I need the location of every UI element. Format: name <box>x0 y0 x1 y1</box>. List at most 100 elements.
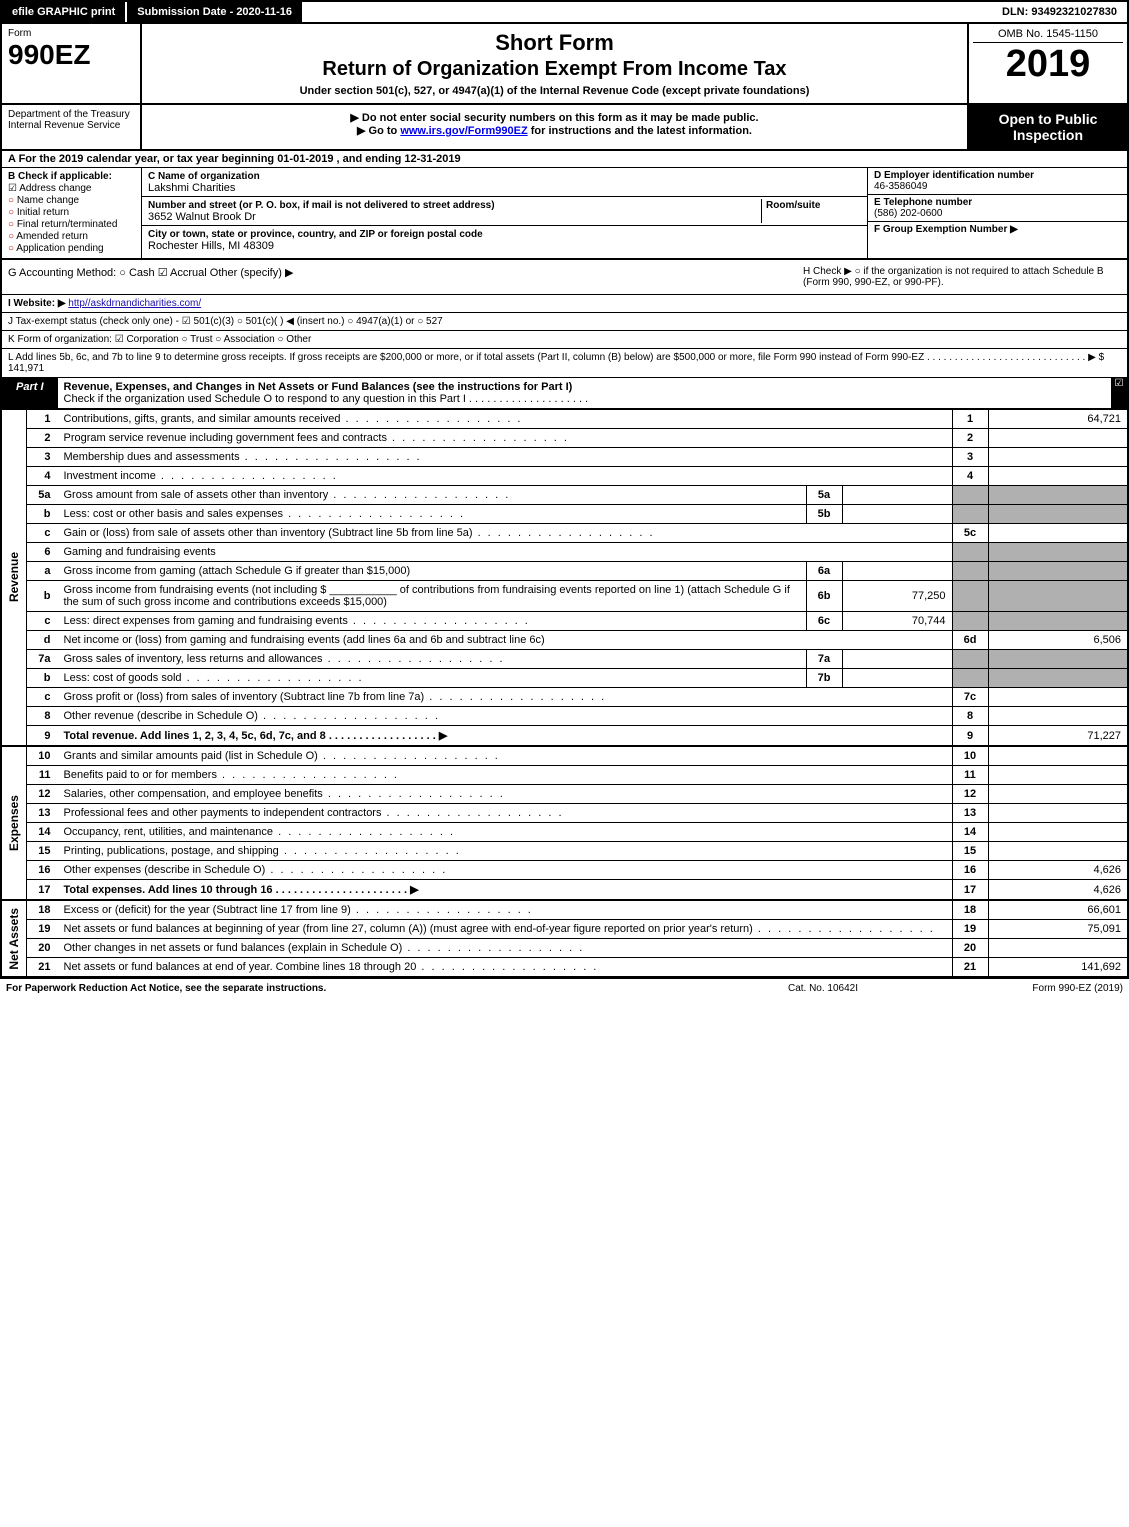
line-num: 9 <box>27 726 59 747</box>
line-20: 20 Other changes in net assets or fund b… <box>1 939 1128 958</box>
city-label: City or town, state or province, country… <box>148 229 483 240</box>
line-ref: 9 <box>952 726 988 747</box>
line-num: 13 <box>27 804 59 823</box>
chk-amended-return[interactable]: Amended return <box>8 231 135 242</box>
line-val: 66,601 <box>988 900 1128 920</box>
sub-ref: 5a <box>806 486 842 505</box>
grey-cell <box>952 505 988 524</box>
line-num: c <box>27 688 59 707</box>
dln-number: DLN: 93492321027830 <box>992 2 1127 22</box>
line-val: 64,721 <box>988 410 1128 429</box>
line-num: c <box>27 524 59 543</box>
part-1-label: Part I <box>2 378 58 408</box>
line-12: 12 Salaries, other compensation, and emp… <box>1 785 1128 804</box>
line-num: 6 <box>27 543 59 562</box>
line-16: 16 Other expenses (describe in Schedule … <box>1 861 1128 880</box>
notices-block: ▶ Do not enter social security numbers o… <box>142 105 967 149</box>
line-ref: 21 <box>952 958 988 978</box>
grey-cell <box>988 486 1128 505</box>
line-desc: Other expenses (describe in Schedule O) <box>59 861 953 880</box>
line-5b: b Less: cost or other basis and sales ex… <box>1 505 1128 524</box>
line-ref: 10 <box>952 746 988 766</box>
line-desc: Less: cost of goods sold <box>59 669 807 688</box>
org-address-cell: Number and street (or P. O. box, if mail… <box>142 197 867 226</box>
chk-initial-return[interactable]: Initial return <box>8 207 135 218</box>
line-5a: 5a Gross amount from sale of assets othe… <box>1 486 1128 505</box>
ein-label: D Employer identification number <box>874 170 1034 181</box>
line-desc: Gross amount from sale of assets other t… <box>59 486 807 505</box>
line-ref: 14 <box>952 823 988 842</box>
line-desc: Excess or (deficit) for the year (Subtra… <box>59 900 953 920</box>
line-desc: Other revenue (describe in Schedule O) <box>59 707 953 726</box>
org-name: Lakshmi Charities <box>148 182 235 194</box>
grey-cell <box>952 612 988 631</box>
part-1-header: Part I Revenue, Expenses, and Changes in… <box>0 378 1129 410</box>
chk-final-return[interactable]: Final return/terminated <box>8 219 135 230</box>
website-link[interactable]: http//askdrnandicharities.com/ <box>68 298 201 309</box>
line-14: 14 Occupancy, rent, utilities, and maint… <box>1 823 1128 842</box>
org-address: 3652 Walnut Brook Dr <box>148 211 256 223</box>
ein-value: 46-3586049 <box>874 181 927 192</box>
line-desc: Gross sales of inventory, less returns a… <box>59 650 807 669</box>
org-city-cell: City or town, state or province, country… <box>142 226 867 254</box>
grey-cell <box>952 562 988 581</box>
info-grid: B Check if applicable: Address change Na… <box>0 168 1129 260</box>
line-val <box>988 707 1128 726</box>
org-name-cell: C Name of organization Lakshmi Charities <box>142 168 867 197</box>
line-ref: 5c <box>952 524 988 543</box>
room-label: Room/suite <box>766 200 820 211</box>
line-ref: 20 <box>952 939 988 958</box>
sub-val <box>842 650 952 669</box>
line-7b: b Less: cost of goods sold 7b <box>1 669 1128 688</box>
row-k-org-form: K Form of organization: ☑ Corporation ○ … <box>0 331 1129 349</box>
grey-cell <box>952 543 988 562</box>
line-ref: 11 <box>952 766 988 785</box>
line-6: 6 Gaming and fundraising events <box>1 543 1128 562</box>
year-block: OMB No. 1545-1150 2019 <box>967 24 1127 103</box>
phone-cell: E Telephone number (586) 202-0600 <box>868 195 1127 222</box>
sub-ref: 5b <box>806 505 842 524</box>
page-footer: For Paperwork Reduction Act Notice, see … <box>0 978 1129 998</box>
line-val: 4,626 <box>988 861 1128 880</box>
line-ref: 6d <box>952 631 988 650</box>
grey-cell <box>988 505 1128 524</box>
notice-2-text: ▶ Go to <box>357 125 400 137</box>
netassets-side-label: Net Assets <box>1 900 27 977</box>
line-ref: 15 <box>952 842 988 861</box>
short-form-label: Short Form <box>148 30 961 56</box>
line-val <box>988 766 1128 785</box>
line-6d: d Net income or (loss) from gaming and f… <box>1 631 1128 650</box>
line-val <box>988 524 1128 543</box>
part-1-subtitle: Check if the organization used Schedule … <box>64 393 589 405</box>
line-desc: Net income or (loss) from gaming and fun… <box>59 631 953 650</box>
chk-name-change[interactable]: Name change <box>8 195 135 206</box>
website-label: I Website: ▶ <box>8 298 66 309</box>
schedule-o-checkbox[interactable]: ☑ <box>1111 378 1127 408</box>
department-block: Department of the Treasury Internal Reve… <box>2 105 142 149</box>
form-number: 990EZ <box>8 39 134 71</box>
chk-application-pending[interactable]: Application pending <box>8 243 135 254</box>
line-desc: Occupancy, rent, utilities, and maintena… <box>59 823 953 842</box>
line-desc: Total expenses. Add lines 10 through 16 … <box>59 880 953 901</box>
sub-val <box>842 562 952 581</box>
line-num: 15 <box>27 842 59 861</box>
line-13: 13 Professional fees and other payments … <box>1 804 1128 823</box>
line-desc: Net assets or fund balances at end of ye… <box>59 958 953 978</box>
department-line2: Internal Revenue Service <box>8 120 134 131</box>
efile-print-button[interactable]: efile GRAPHIC print <box>2 2 127 22</box>
line-desc: Gross income from fundraising events (no… <box>59 581 807 612</box>
grey-cell <box>988 562 1128 581</box>
footer-right: Form 990-EZ (2019) <box>923 983 1123 994</box>
department-line1: Department of the Treasury <box>8 109 134 120</box>
line-7c: c Gross profit or (loss) from sales of i… <box>1 688 1128 707</box>
line-num: b <box>27 581 59 612</box>
chk-address-change[interactable]: Address change <box>8 183 135 194</box>
notice-2: ▶ Go to www.irs.gov/Form990EZ for instru… <box>148 124 961 137</box>
sub-val: 77,250 <box>842 581 952 612</box>
line-num: 11 <box>27 766 59 785</box>
irs-link[interactable]: www.irs.gov/Form990EZ <box>400 125 527 137</box>
line-num: 4 <box>27 467 59 486</box>
line-num: 7a <box>27 650 59 669</box>
line-15: 15 Printing, publications, postage, and … <box>1 842 1128 861</box>
section-c: C Name of organization Lakshmi Charities… <box>142 168 867 258</box>
